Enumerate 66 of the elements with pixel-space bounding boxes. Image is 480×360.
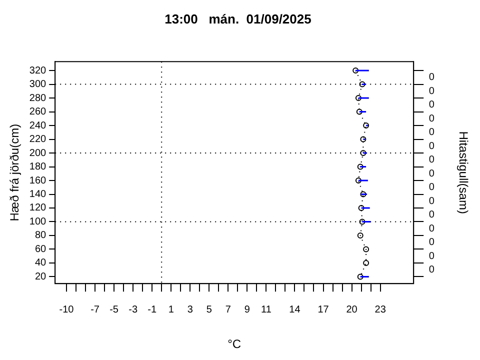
x-tick-label: -3 <box>128 304 138 316</box>
y-tick-label: 100 <box>29 216 47 228</box>
point <box>357 164 364 170</box>
point <box>363 122 370 129</box>
text: 0 <box>428 237 435 248</box>
x-tick-label: 17 <box>318 304 330 316</box>
x-tick-label: 5 <box>206 304 212 316</box>
point <box>356 108 362 115</box>
y-tick-label: 120 <box>29 202 47 214</box>
y-tick-label: 40 <box>34 258 47 269</box>
text: 0 <box>428 168 435 180</box>
y-tick-label: 140 <box>29 189 47 200</box>
y2-axis-title: Hitastigull(sam) <box>456 131 470 214</box>
x-tick-label: 11 <box>261 304 272 316</box>
y-axis-title: Hæð frá jörðu(cm) <box>8 124 22 222</box>
point <box>358 204 364 211</box>
point <box>357 232 364 238</box>
text: 0 <box>428 127 435 138</box>
chart-title: 13:00 mán. 01/09/2025 <box>164 11 312 26</box>
text: 0 <box>428 264 435 276</box>
text: 0 <box>428 72 435 84</box>
x-axis-title: °C <box>228 337 242 352</box>
x-tick-label: 1 <box>168 304 174 316</box>
point <box>359 218 366 225</box>
point <box>363 246 370 252</box>
text: 0 <box>428 182 435 194</box>
y-tick-label: 180 <box>29 162 47 173</box>
y-tick-label: 220 <box>29 134 47 146</box>
y-tick-label: 200 <box>29 148 47 159</box>
y-tick-label: 260 <box>29 106 47 118</box>
y-tick-label: 320 <box>29 65 47 76</box>
y-tick-label: 240 <box>29 120 47 132</box>
point <box>359 81 366 88</box>
text: 0 <box>428 113 435 124</box>
point <box>355 178 362 184</box>
x-tick-label: -10 <box>59 304 74 316</box>
point <box>360 136 366 142</box>
text: 0 <box>428 154 435 166</box>
point <box>360 150 366 156</box>
point <box>363 260 370 266</box>
y-tick-label: 20 <box>34 271 47 282</box>
point <box>360 191 366 198</box>
x-tick-label: 23 <box>374 304 386 316</box>
x-tick-label: 7 <box>225 304 232 316</box>
y-tick-label: 60 <box>34 244 47 255</box>
point <box>352 68 359 74</box>
text: 0 <box>428 100 435 111</box>
x-tick-label: 14 <box>289 304 301 316</box>
text: 0 <box>428 250 435 262</box>
text: 0 <box>428 196 435 207</box>
text: 0 <box>428 223 435 234</box>
y-tick-label: 80 <box>34 230 47 242</box>
x-tick-label: -7 <box>90 304 100 316</box>
y-tick-label: 280 <box>29 92 47 104</box>
y-tick-label: 300 <box>29 79 47 90</box>
x-tick-label: 9 <box>244 304 250 316</box>
text: 0 <box>428 86 435 97</box>
point <box>357 274 364 280</box>
text: 0 <box>428 210 435 221</box>
x-tick-label: 3 <box>187 304 194 316</box>
text: 0 <box>428 140 435 152</box>
x-tick-label: -5 <box>110 304 119 316</box>
x-tick-label: 20 <box>346 304 358 316</box>
point <box>355 95 362 102</box>
y-tick-label: 160 <box>29 175 47 186</box>
x-tick-label: -1 <box>148 304 157 316</box>
